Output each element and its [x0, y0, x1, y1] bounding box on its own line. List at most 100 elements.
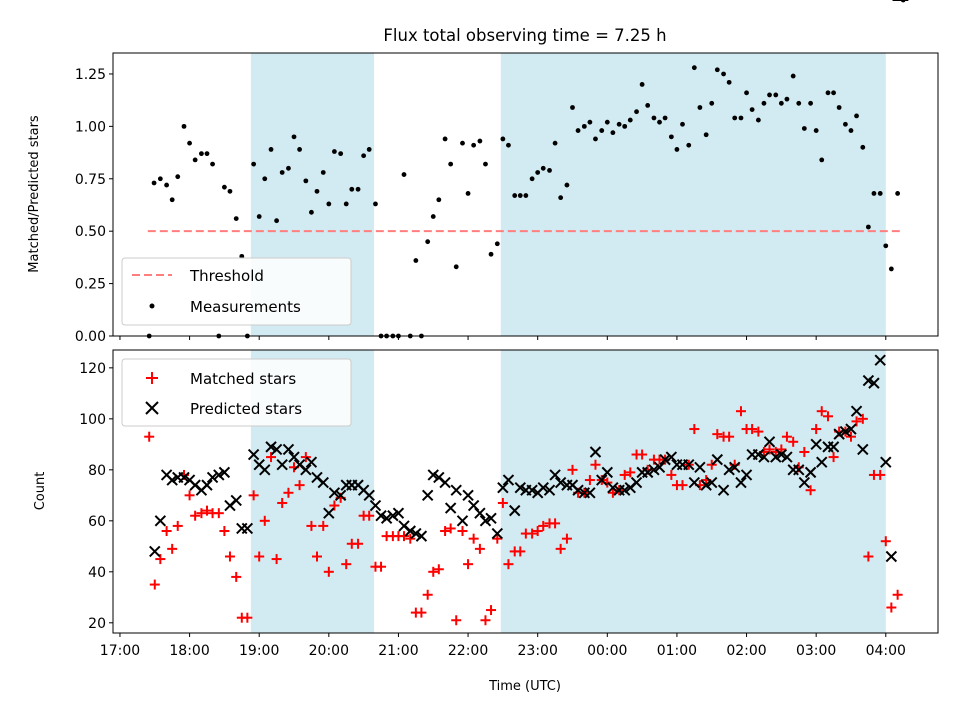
predicted-star-point [857, 443, 869, 456]
predicted-star-point [317, 476, 329, 489]
measurement-point [877, 191, 883, 196]
legend-predicted-label: Predicted stars [190, 400, 302, 418]
legend-predicted-swatch [145, 401, 159, 415]
predicted-star-point [554, 476, 567, 489]
matched-star-point [875, 469, 886, 480]
predicted-star-point [236, 522, 248, 535]
predicted-star-point [735, 476, 747, 489]
matched-star-point [440, 526, 451, 537]
measurement-point [721, 71, 726, 77]
measurement-point [738, 115, 744, 121]
predicted-star-point [485, 512, 497, 524]
measurement-point [749, 107, 755, 112]
legend-matched-label: Matched stars [190, 370, 296, 388]
predicted-star-point [700, 479, 712, 491]
measurement-point [169, 197, 175, 203]
measurement-point [338, 151, 344, 157]
matched-star-point [399, 531, 410, 542]
predicted-star-point [154, 515, 167, 527]
matched-star-point [213, 508, 224, 519]
predicted-star-point [781, 451, 793, 463]
matched-star-point [637, 449, 648, 460]
predicted-star-point [380, 512, 393, 524]
bottom-panel-x-axis: 17:00 18:00 19:00 20:00 21:00 22:00 23:00 00:00… [100, 633, 906, 659]
matched-star-point [857, 413, 868, 424]
matched-star-point [712, 429, 723, 440]
measurement-point [488, 251, 494, 257]
matched-star-point [224, 551, 235, 562]
y-tick-label: 60 [88, 514, 106, 530]
predicted-star-point [648, 464, 660, 476]
matched-star-point [341, 559, 352, 570]
measurement-point [697, 105, 703, 110]
predicted-star-point [798, 476, 811, 489]
measurement-point [691, 65, 697, 71]
measurement-point [164, 182, 170, 188]
measurement-point [593, 136, 598, 142]
measurement-point [442, 136, 448, 142]
matched-star-point [625, 467, 636, 478]
matched-star-point [294, 480, 305, 491]
y-tick-label: 1.25 [75, 67, 106, 83]
x-tick-label: 23:00 [518, 643, 558, 659]
measurement-point [343, 201, 349, 207]
measurement-point [819, 157, 825, 163]
measurement-point [477, 138, 483, 144]
matched-star-point [231, 571, 242, 582]
measurement-point [784, 96, 790, 102]
matched-star-point [364, 510, 375, 521]
predicted-star-point [479, 515, 492, 527]
matched-star-point [190, 510, 201, 521]
predicted-star-point [804, 466, 817, 479]
predicted-star-point [827, 441, 840, 453]
measurement-point [309, 209, 314, 215]
predicted-star-point [596, 474, 608, 486]
predicted-star-point [862, 374, 875, 387]
matched-star-point [468, 533, 479, 544]
x-tick-label: 04:00 [866, 643, 906, 659]
measurement-point [680, 121, 685, 127]
matched-star-point [457, 526, 468, 537]
measurement-point [755, 117, 761, 123]
measurement-point [871, 191, 877, 196]
measurement-point [320, 170, 326, 175]
predicted-star-point [833, 428, 845, 440]
matched-star-point [149, 579, 160, 590]
top-legend-box [121, 257, 352, 326]
matched-star-point [451, 615, 462, 626]
predicted-star-point [450, 484, 462, 496]
matched-star-point [428, 566, 439, 577]
measurement-point [616, 121, 622, 127]
measurement-point [279, 170, 285, 175]
measurement-point [157, 176, 163, 182]
measurement-point [517, 193, 523, 198]
measurement-point [686, 142, 692, 148]
measurement-point [778, 100, 784, 106]
predicted-star-point [770, 451, 782, 463]
measurement-point [570, 105, 575, 110]
predicted-star-point [444, 502, 457, 514]
predicted-star-point [659, 453, 671, 466]
x-axis-label: Time (UTC) [488, 679, 561, 694]
legend-threshold-label: Threshold [189, 267, 264, 285]
bottom-panel-y-label: Count [33, 472, 48, 511]
x-tick-label: 01:00 [657, 643, 697, 659]
predicted-star-point [259, 464, 271, 476]
x-tick-label: 18:00 [169, 643, 209, 659]
matched-star-point [619, 469, 630, 480]
measurement-point [547, 167, 552, 173]
y-tick-label: 100 [79, 412, 106, 428]
predicted-star-point [729, 461, 741, 473]
measurement-point [210, 161, 215, 167]
predicted-star-point [375, 510, 387, 522]
measurement-point [860, 144, 866, 150]
y-tick-label: 80 [88, 463, 106, 479]
matched-star-point [167, 543, 178, 554]
matched-star-point [706, 459, 717, 470]
predicted-star-point [206, 471, 219, 484]
predicted-star-point [549, 469, 561, 481]
measurement-point [627, 117, 633, 123]
y-tick-label: 0.25 [75, 277, 106, 293]
predicted-star-point [763, 436, 776, 448]
matched-star-point [555, 543, 566, 554]
